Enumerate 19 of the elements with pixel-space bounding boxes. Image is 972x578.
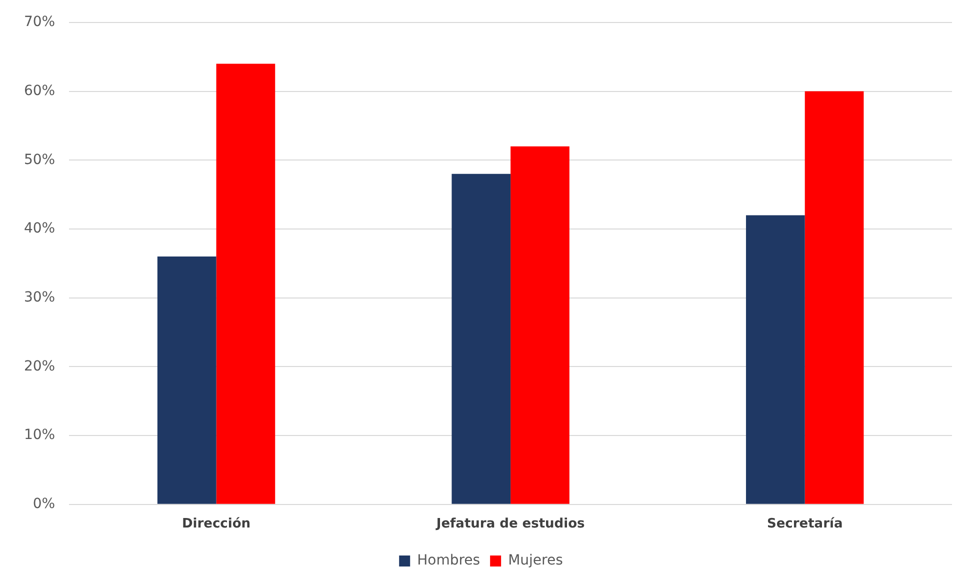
- bar: [510, 146, 570, 504]
- y-tick-label: 60%: [24, 82, 56, 99]
- bar: [157, 256, 216, 504]
- y-tick-label: 30%: [24, 289, 56, 306]
- y-tick-label: 70%: [24, 14, 56, 30]
- y-tick-label: 40%: [24, 220, 56, 237]
- x-tick-label: Dirección: [182, 516, 251, 532]
- y-tick-label: 0%: [32, 496, 56, 512]
- x-tick-label: Jefatura de estudios: [435, 516, 585, 532]
- y-tick-label: 50%: [24, 152, 56, 168]
- bar: [804, 91, 864, 504]
- legend-label: Mujeres: [508, 552, 563, 569]
- y-tick-label: 20%: [24, 358, 56, 374]
- x-tick-label: Secretaría: [766, 516, 843, 532]
- bar: [216, 64, 276, 504]
- legend-label: Hombres: [417, 552, 480, 569]
- y-tick-label: 10%: [24, 427, 56, 444]
- bar: [452, 174, 511, 504]
- bar: [746, 215, 805, 504]
